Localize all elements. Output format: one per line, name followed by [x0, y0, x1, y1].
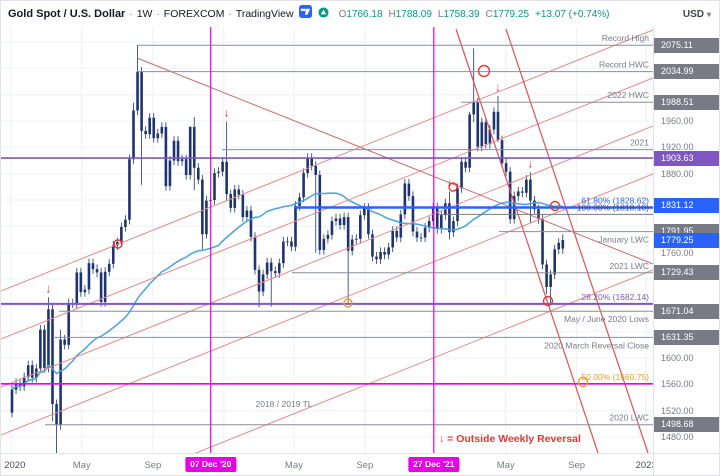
open-label: O	[338, 8, 347, 20]
marker-circle-icon	[549, 200, 561, 212]
currency-selector[interactable]: USD ▾	[683, 9, 711, 20]
separator: ·	[228, 8, 232, 20]
time-axis-event-badge: 07 Dec '20	[185, 457, 237, 472]
low-value: 1758.39	[443, 8, 480, 20]
ma-line	[11, 192, 563, 391]
ohlc-values: O1766.18 H1788.09 L1758.39 C1779.25 +13.…	[339, 9, 610, 20]
event-vertical-lines	[210, 27, 435, 453]
outside-reversal-arrow-icon: ↓	[446, 175, 452, 189]
level-label: 2020 LWC	[609, 413, 649, 423]
time-axis-label: Sep	[144, 460, 162, 471]
level-label: 61.80% (1828.62)	[581, 196, 649, 206]
time-axis-label: 2020	[4, 460, 26, 471]
change-value: +13.07 (+0.74%)	[535, 8, 610, 20]
time-axis-label: 2023	[635, 460, 657, 471]
price-axis-badge: 1831.12	[654, 198, 719, 214]
marker-circle-icon	[448, 182, 458, 192]
level-label: 2021	[630, 138, 649, 148]
marker-circle-icon	[343, 298, 353, 308]
marker-circle-icon	[113, 239, 123, 249]
price-axis[interactable]: 1960.00 1920.00 1880.00 1760.00 1600.00 1560.…	[653, 27, 719, 453]
outside-reversal-arrow-icon: ↓	[527, 156, 533, 170]
level-label: 28.20% (1682.14)	[581, 292, 649, 302]
price-axis-label: 1560.00	[661, 379, 694, 390]
level-label: Record High	[602, 33, 650, 43]
chart-body: Record High Record HWC 2022 HWC 2021 61.80% …	[1, 27, 719, 475]
price-axis-badge: 1729.43	[654, 265, 719, 281]
outside-reversal-arrow-icon: ↓	[45, 281, 51, 295]
price-chart-canvas[interactable]: Record High Record HWC 2022 HWC 2021 61.80% …	[1, 27, 653, 453]
high-label: H	[388, 8, 396, 20]
price-axis-label: 1600.00	[661, 353, 694, 363]
time-axis-label: Sep	[568, 460, 586, 471]
time-axis-label: May	[72, 460, 91, 471]
price-axis-badge: 1498.68	[654, 417, 719, 433]
candles	[10, 45, 565, 453]
high-value: 1788.09	[395, 8, 432, 20]
price-axis-label: 1760.00	[661, 247, 694, 258]
axis-corner	[653, 453, 719, 475]
level-label: 2022 HWC	[607, 90, 649, 100]
tradingview-logo-icon[interactable]	[298, 5, 312, 23]
low-label: L	[437, 8, 444, 20]
legend-note: ↓ = Outside Weekly Reversal	[439, 433, 581, 445]
level-label: 50.00% (1560.75)	[581, 372, 649, 382]
price-axis-label: 1880.00	[661, 168, 694, 179]
level-label: 2020 March Reversal Close	[544, 340, 649, 350]
price-axis-label: 1920.00	[661, 142, 694, 153]
chart-title: Gold Spot / U.S. Dollar · 1W · FOREXCOM …	[8, 5, 610, 23]
time-axis-label: May	[284, 460, 303, 471]
close-label: C	[485, 8, 493, 20]
price-axis-label: 1520.00	[661, 405, 694, 416]
chevron-down-icon: ▾	[706, 9, 711, 19]
outside-reversal-arrow-icon: ↓	[224, 106, 230, 120]
exchange-label: FOREXCOM	[163, 8, 225, 20]
trendlines	[1, 28, 653, 453]
level-label: 2021 LWC	[609, 261, 649, 271]
level-lines: Record High Record HWC 2022 HWC 2021 61.80% …	[1, 33, 653, 426]
outside-reversal-arrow-icon: ↓	[495, 80, 501, 94]
time-axis[interactable]: 2020 May Sep May Sep May Sep 2023 07 Dec '20 27 D…	[1, 453, 657, 475]
price-axis-badge: 2034.99	[654, 64, 719, 80]
brand-label: TradingView	[235, 8, 294, 20]
time-axis-label: May	[496, 460, 515, 471]
level-label: 100.00% (1818.10)	[577, 202, 649, 212]
marker-circle-icon	[577, 376, 589, 388]
interval-label: 1W	[136, 8, 153, 20]
separator: ·	[156, 8, 160, 20]
status-dot-icon	[318, 5, 329, 23]
level-label: Record HWC	[599, 60, 649, 70]
chart-header: Gold Spot / U.S. Dollar · 1W · FOREXCOM …	[1, 1, 719, 27]
close-value: 1779.25	[492, 8, 530, 20]
time-axis-label: Sep	[356, 460, 374, 471]
price-axis-badge: 1988.51	[654, 94, 719, 110]
marker-circle-icon	[477, 64, 491, 78]
trendline-label: 2018 / 2019 TL	[255, 399, 312, 409]
last-price-badge: 1779.25	[654, 232, 719, 248]
price-axis-label: 1960.00	[661, 116, 694, 126]
open-value: 1766.18	[346, 8, 383, 20]
grid	[1, 27, 653, 453]
separator: ·	[129, 8, 133, 20]
currency-label: USD	[682, 8, 704, 20]
price-axis-badge: 1631.35	[654, 329, 719, 345]
marker-circle-icon	[542, 295, 554, 307]
price-axis-badge: 1671.04	[654, 303, 719, 319]
level-label: January LWC	[598, 235, 649, 245]
time-axis-event-badge: 27 Dec '21	[408, 457, 460, 472]
symbol-name[interactable]: Gold Spot / U.S. Dollar	[8, 8, 126, 20]
level-label: May / June 2020 Lows	[564, 314, 649, 324]
annotations: ↓ ↓ ↓ ↓ ↓ 2018 / 2019 TL ↓ = Outside Weekly Re…	[45, 64, 589, 445]
price-axis-badge: 1903.63	[654, 150, 719, 166]
price-axis-badge: 2075.11	[654, 37, 719, 53]
price-axis-label: 1480.00	[661, 432, 694, 442]
